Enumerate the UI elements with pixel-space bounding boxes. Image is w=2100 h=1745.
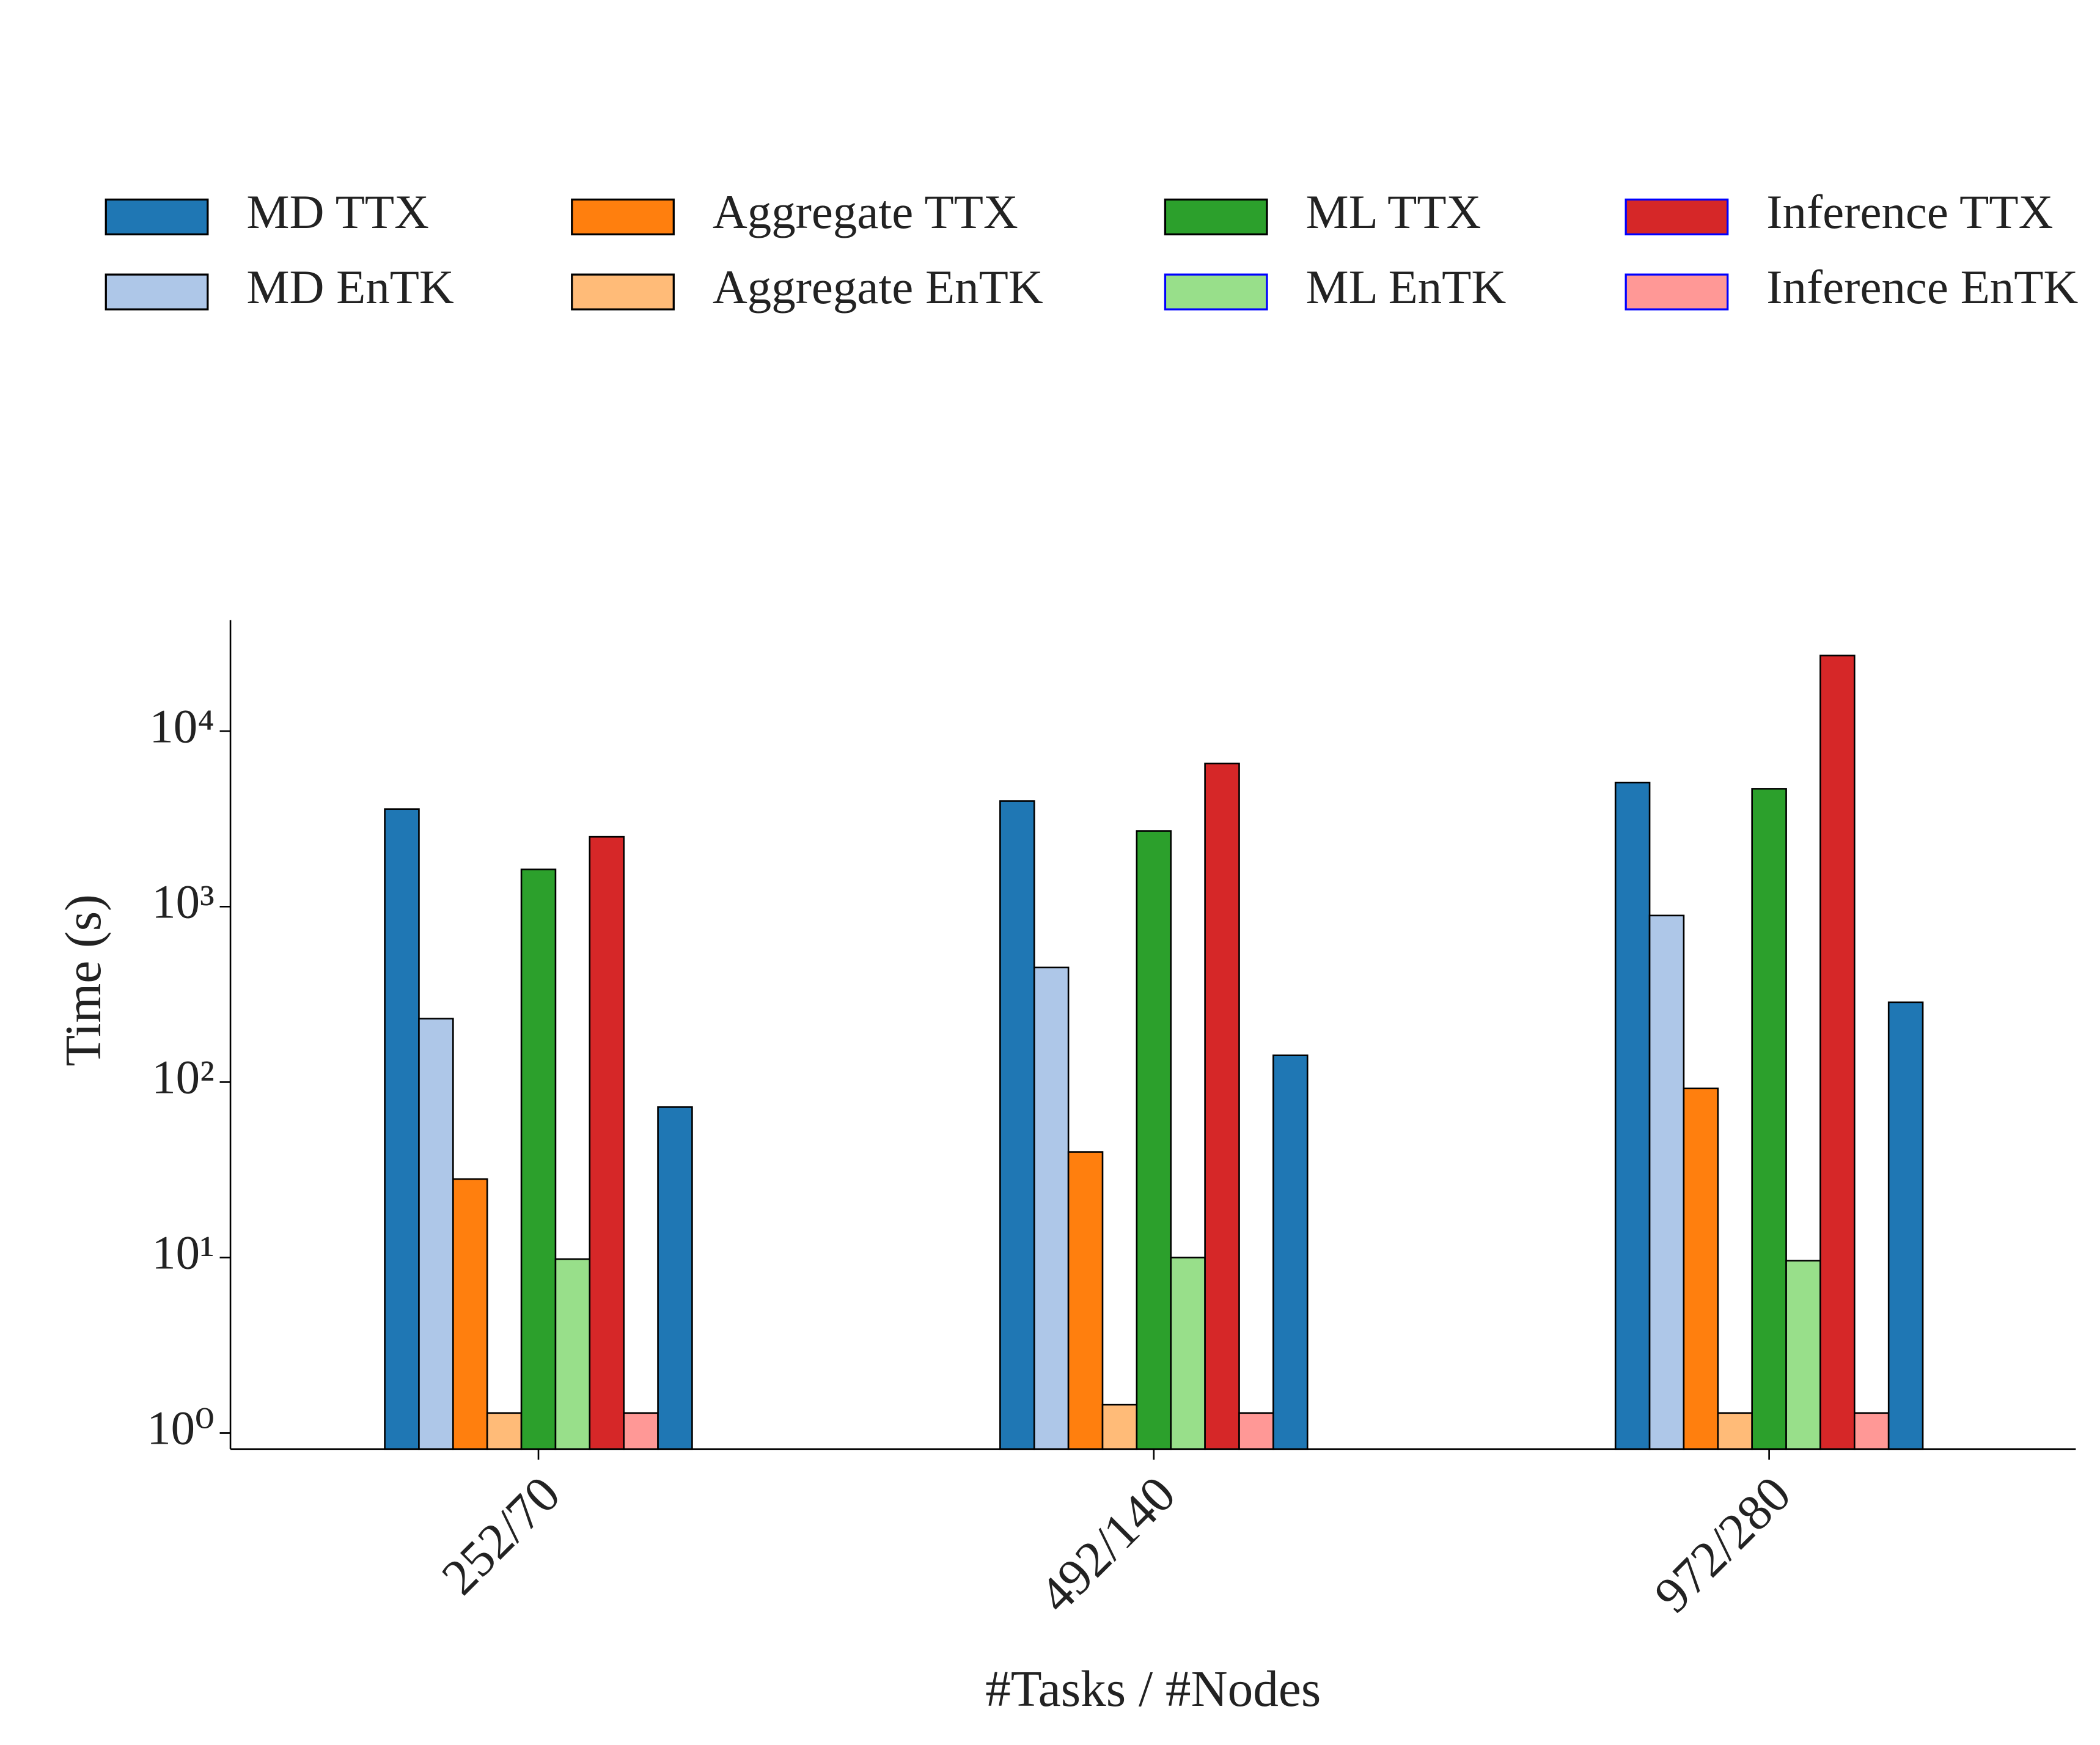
- y-tick-label: 10⁴: [149, 700, 214, 753]
- legend-swatch: [1625, 198, 1729, 236]
- legend-label: Aggregate EnTK: [713, 261, 1043, 314]
- bar: [1717, 1412, 1753, 1450]
- bar: [589, 836, 625, 1450]
- legend-label: Aggregate TTX: [713, 186, 1018, 239]
- x-tick-label: 492/140: [1029, 1466, 1186, 1623]
- bar: [1785, 1260, 1821, 1450]
- bar: [1067, 1151, 1104, 1450]
- bar: [1170, 1257, 1206, 1450]
- legend-label: Inference TTX: [1766, 186, 2053, 239]
- y-tick-label: 10³: [152, 875, 215, 928]
- bar: [657, 1106, 693, 1450]
- y-tick-label: 10²: [152, 1051, 215, 1104]
- bar: [1648, 914, 1685, 1450]
- x-tick-label: 252/70: [431, 1466, 571, 1606]
- bar: [520, 869, 557, 1450]
- x-tick-label: 972/280: [1644, 1466, 1802, 1623]
- bar: [1683, 1087, 1719, 1450]
- bar: [1853, 1412, 1890, 1450]
- bar: [1136, 830, 1172, 1450]
- legend-label: ML TTX: [1305, 186, 1481, 239]
- bar: [452, 1178, 488, 1450]
- bar: [1272, 1054, 1309, 1450]
- bar: [1238, 1412, 1274, 1450]
- legend-label: MD EnTK: [246, 261, 454, 314]
- legend-swatch: [105, 273, 209, 310]
- legend-swatch: [1164, 273, 1268, 310]
- y-tick-label: 10⁰: [147, 1402, 214, 1455]
- legend-swatch: [571, 198, 675, 236]
- legend-swatch: [105, 198, 209, 236]
- bar: [486, 1412, 523, 1450]
- y-tick-label: 10¹: [152, 1227, 215, 1280]
- bar: [1101, 1403, 1138, 1450]
- bar: [554, 1258, 591, 1450]
- legend-swatch: [1625, 273, 1729, 310]
- bar: [623, 1412, 659, 1450]
- x-axis-label: #Tasks / #Nodes: [985, 1661, 1321, 1717]
- bar: [1614, 781, 1651, 1450]
- bar: [384, 808, 420, 1450]
- y-axis-label: Time (s): [56, 894, 112, 1066]
- legend-label: Inference EnTK: [1766, 261, 2078, 314]
- bar: [1033, 966, 1070, 1450]
- legend-label: ML EnTK: [1305, 261, 1506, 314]
- bar: [418, 1018, 454, 1450]
- bar: [1204, 762, 1240, 1450]
- legend-label: MD TTX: [246, 186, 429, 239]
- bar: [1887, 1001, 1924, 1450]
- bar: [1819, 655, 1856, 1450]
- bar: [1751, 788, 1787, 1450]
- legend-swatch: [1164, 198, 1268, 236]
- bar: [999, 800, 1035, 1450]
- legend-swatch: [571, 273, 675, 310]
